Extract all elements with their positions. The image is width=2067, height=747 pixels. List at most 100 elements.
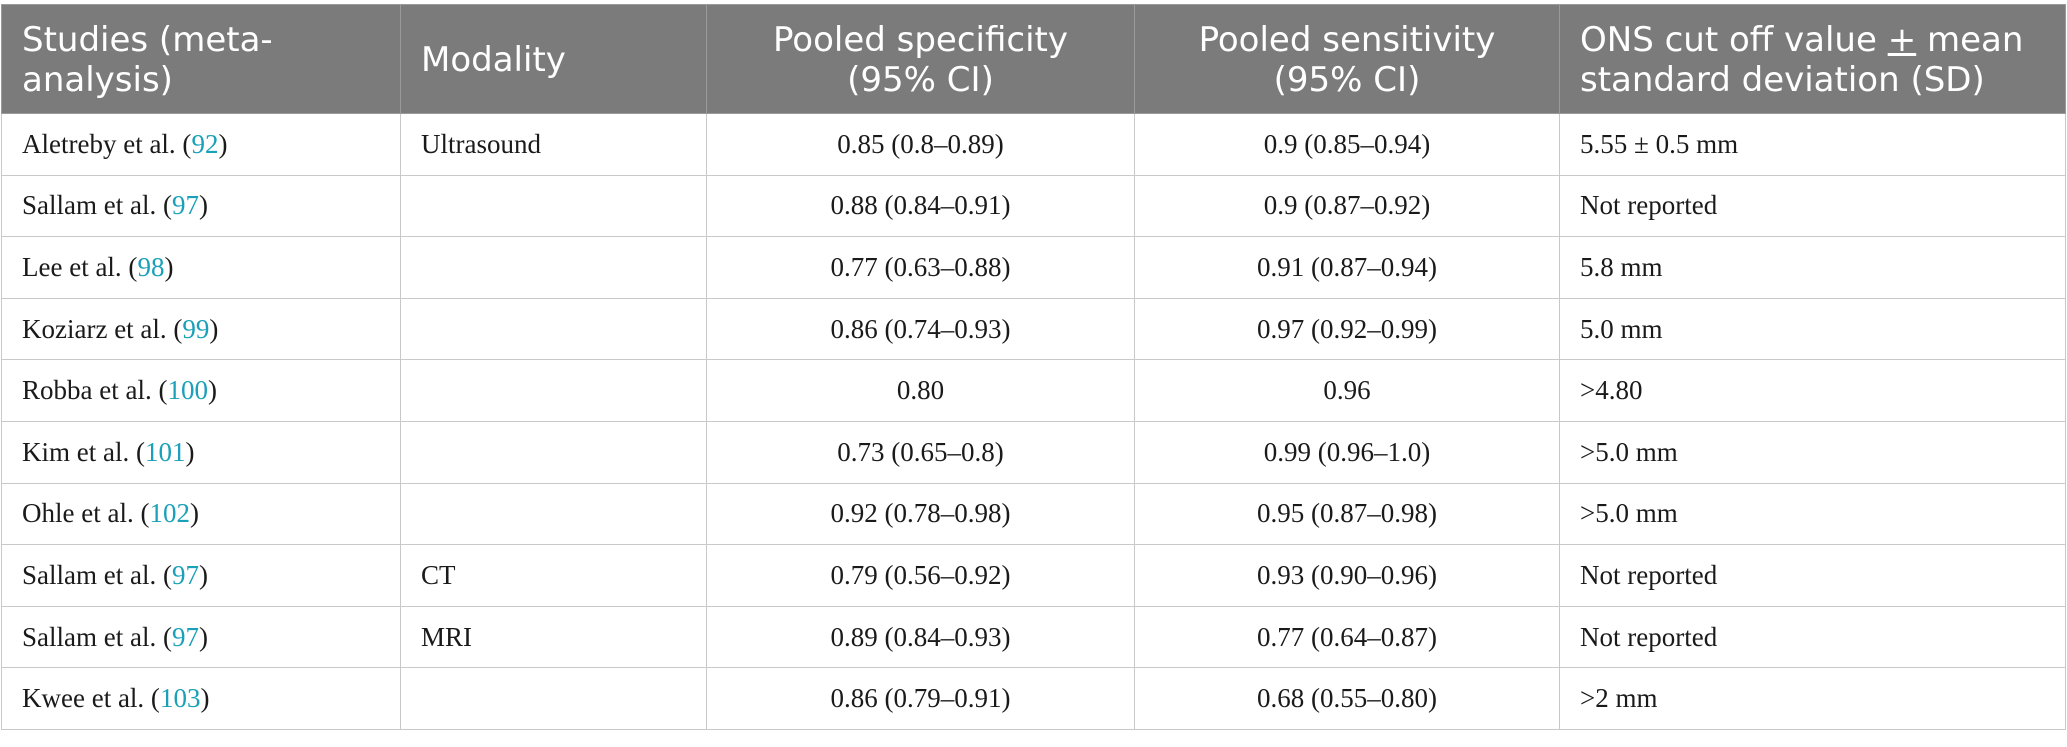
study-close-paren: ) — [207, 375, 217, 406]
sensitivity-cell: 0.77 (0.64–0.87) — [1134, 605, 1560, 669]
study-author: Lee et al. ( — [22, 251, 138, 282]
study-close-paren: ) — [200, 683, 210, 714]
study-cell: Robba et al. (100) — [1, 359, 401, 422]
study-cell: Sallam et al. (97) — [1, 605, 401, 669]
cutoff-cell: 5.0 mm — [1559, 297, 2066, 361]
sensitivity-cell: 0.95 (0.87–0.98) — [1134, 482, 1560, 546]
cutoff-cell: 5.55 ± 0.5 mm — [1559, 113, 2066, 176]
table-row: Lee et al. (98) 0.77 (0.63–0.88) 0.91 (0.8… — [1, 236, 2066, 299]
table-row: Robba et al. (100) 0.80 0.96 >4.80 — [1, 359, 2066, 422]
cutoff-cell: Not reported — [1559, 605, 2066, 669]
cutoff-cell: >2 mm — [1559, 667, 2066, 730]
header-row: Studies (meta-analysis) Modality Pooled … — [1, 4, 2066, 114]
cutoff-cell: >5.0 mm — [1559, 420, 2066, 484]
study-author: Koziarz et al. ( — [22, 313, 183, 344]
specificity-cell: 0.89 (0.84–0.93) — [706, 605, 1135, 669]
specificity-cell: 0.92 (0.78–0.98) — [706, 482, 1135, 546]
study-close-paren: ) — [218, 128, 228, 159]
study-close-paren: ) — [198, 559, 208, 590]
study-close-paren: ) — [198, 190, 208, 221]
study-cell: Kim et al. (101) — [1, 420, 401, 484]
reference-link[interactable]: 99 — [182, 313, 210, 344]
sensitivity-cell: 0.68 (0.55–0.80) — [1134, 667, 1560, 730]
sensitivity-cell: 0.91 (0.87–0.94) — [1134, 236, 1560, 299]
specificity-cell: 0.73 (0.65–0.8) — [706, 420, 1135, 484]
study-author: Aletreby et al. ( — [22, 128, 192, 159]
study-author: Sallam et al. ( — [22, 621, 172, 652]
sensitivity-cell: 0.97 (0.92–0.99) — [1134, 297, 1560, 361]
study-author: Kim et al. ( — [22, 436, 145, 467]
table-row: Ohle et al. (102) 0.92 (0.78–0.98) 0.95 (0… — [1, 482, 2066, 546]
header-cutoff-part2: mean standard deviation (SD) — [1580, 20, 2024, 100]
reference-link[interactable]: 100 — [167, 375, 208, 406]
study-cell: Ohle et al. (102) — [1, 482, 401, 546]
sensitivity-cell: 0.96 — [1134, 359, 1560, 422]
header-sensitivity-line2: (95% CI) — [1273, 60, 1421, 100]
study-cell: Aletreby et al. (92) — [1, 113, 401, 176]
modality-cell — [400, 297, 707, 361]
table-header: Studies (meta-analysis) Modality Pooled … — [1, 4, 2066, 114]
study-cell: Sallam et al. (97) — [1, 174, 401, 238]
study-author: Kwee et al. ( — [22, 683, 160, 714]
header-specificity-line2: (95% CI) — [847, 60, 994, 100]
reference-link[interactable]: 98 — [137, 251, 165, 282]
cutoff-cell: >4.80 — [1559, 359, 2066, 422]
modality-cell: Ultrasound — [400, 113, 707, 176]
table-row: Koziarz et al. (99) 0.86 (0.74–0.93) 0.97 … — [1, 297, 2066, 361]
table-row: Aletreby et al. (92) Ultrasound 0.85 (0.8–… — [1, 113, 2066, 176]
specificity-cell: 0.85 (0.8–0.89) — [706, 113, 1135, 176]
study-author: Sallam et al. ( — [22, 190, 172, 221]
study-close-paren: ) — [209, 313, 219, 344]
table-row: Kwee et al. (103) 0.86 (0.79–0.91) 0.68 (0… — [1, 667, 2066, 730]
reference-link[interactable]: 97 — [171, 559, 199, 590]
sensitivity-cell: 0.9 (0.87–0.92) — [1134, 174, 1560, 238]
study-close-paren: ) — [198, 621, 208, 652]
modality-cell — [400, 420, 707, 484]
reference-link[interactable]: 92 — [191, 128, 219, 159]
study-close-paren: ) — [164, 251, 174, 282]
specificity-cell: 0.88 (0.84–0.91) — [706, 174, 1135, 238]
table-row: Sallam et al. (97) CT 0.79 (0.56–0.92) 0.93… — [1, 544, 2066, 607]
modality-cell — [400, 359, 707, 422]
table-row: Sallam et al. (97) MRI 0.89 (0.84–0.93) 0.7… — [1, 605, 2066, 669]
modality-cell — [400, 174, 707, 238]
header-pooled-sensitivity: Pooled sensitivity (95% CI) — [1134, 4, 1560, 114]
modality-cell: CT — [400, 544, 707, 607]
specificity-cell: 0.79 (0.56–0.92) — [706, 544, 1135, 607]
cutoff-cell: >5.0 mm — [1559, 482, 2066, 546]
reference-link[interactable]: 97 — [171, 621, 199, 652]
cutoff-cell: Not reported — [1559, 174, 2066, 238]
study-cell: Kwee et al. (103) — [1, 667, 401, 730]
sensitivity-cell: 0.93 (0.90–0.96) — [1134, 544, 1560, 607]
cutoff-cell: 5.8 mm — [1559, 236, 2066, 299]
study-author: Ohle et al. ( — [22, 498, 150, 529]
header-studies: Studies (meta-analysis) — [1, 4, 401, 114]
modality-cell — [400, 236, 707, 299]
study-close-paren: ) — [185, 436, 195, 467]
header-cutoff-part1: ONS cut off value — [1580, 20, 1888, 60]
study-author: Robba et al. ( — [22, 375, 168, 406]
header-pooled-specificity: Pooled specificity (95% CI) — [706, 4, 1135, 114]
header-specificity-line1: Pooled specificity — [772, 20, 1068, 60]
study-cell: Lee et al. (98) — [1, 236, 401, 299]
header-modality: Modality — [400, 4, 707, 114]
modality-cell — [400, 667, 707, 730]
reference-link[interactable]: 102 — [149, 498, 190, 529]
header-sensitivity-line1: Pooled sensitivity — [1198, 20, 1496, 60]
table-body: Aletreby et al. (92) Ultrasound 0.85 (0.8–… — [1, 113, 2066, 730]
reference-link[interactable]: 101 — [144, 436, 186, 467]
reference-link[interactable]: 103 — [159, 683, 201, 714]
specificity-cell: 0.86 (0.79–0.91) — [706, 667, 1135, 730]
modality-cell: MRI — [400, 605, 707, 669]
reference-link[interactable]: 97 — [171, 190, 199, 221]
study-cell: Sallam et al. (97) — [1, 544, 401, 607]
table-row: Kim et al. (101) 0.73 (0.65–0.8) 0.99 (0.9… — [1, 420, 2066, 484]
cutoff-cell: Not reported — [1559, 544, 2066, 607]
sensitivity-cell: 0.99 (0.96–1.0) — [1134, 420, 1560, 484]
study-cell: Koziarz et al. (99) — [1, 297, 401, 361]
study-close-paren: ) — [189, 498, 199, 529]
modality-cell — [400, 482, 707, 546]
specificity-cell: 0.77 (0.63–0.88) — [706, 236, 1135, 299]
study-author: Sallam et al. ( — [22, 559, 172, 590]
specificity-cell: 0.80 — [706, 359, 1135, 422]
